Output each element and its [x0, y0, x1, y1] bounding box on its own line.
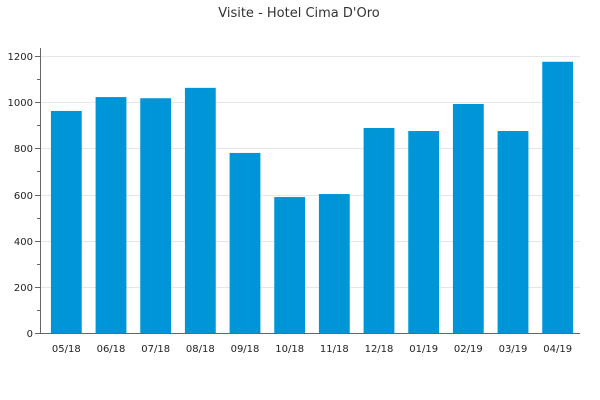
- y-tick-label: 800: [14, 144, 33, 155]
- y-tick-label: 0: [27, 329, 33, 340]
- bar-05-18: [50, 110, 82, 333]
- bar-02-19: [452, 104, 484, 333]
- bar-06-18: [95, 97, 127, 333]
- y-tick-label: 400: [14, 237, 33, 248]
- x-tick-label: 04/19: [543, 344, 572, 355]
- x-tick-label: 08/18: [186, 344, 215, 355]
- x-tick-label: 11/18: [320, 344, 349, 355]
- y-tick-label: 600: [14, 191, 33, 202]
- x-tick-label: 06/18: [97, 344, 126, 355]
- gridlines: [40, 56, 580, 288]
- x-tick-label: 09/18: [231, 344, 260, 355]
- bar-07-18: [140, 98, 172, 334]
- x-tick-label: 12/18: [365, 344, 394, 355]
- x-tick-label: 03/19: [499, 344, 528, 355]
- y-axis-ticks: 0 200 400 600 800 1000 1200: [8, 52, 33, 340]
- x-tick-label: 02/19: [454, 344, 483, 355]
- x-tick-label: 01/19: [409, 344, 438, 355]
- y-tick-label: 1000: [8, 98, 33, 109]
- x-tick-label: 07/18: [141, 344, 170, 355]
- y-tick-label: 1200: [8, 52, 33, 63]
- bar-12-18: [363, 128, 395, 333]
- x-tick-label: 10/18: [275, 344, 304, 355]
- y-tick-label: 200: [14, 283, 33, 294]
- chart-title: Visite - Hotel Cima D'Oro: [218, 6, 380, 21]
- x-axis-ticks: 05/18 06/18 07/18 08/18 09/18 10/18 11/18 12/18…: [52, 344, 572, 355]
- bar-01-19: [408, 131, 440, 333]
- bar-08-18: [184, 87, 216, 333]
- bar-03-19: [497, 131, 529, 333]
- x-tick-label: 05/18: [52, 344, 81, 355]
- bar-09-18: [229, 152, 261, 333]
- bar-11-18: [318, 194, 350, 333]
- bars: [50, 61, 574, 334]
- bar-04-19: [542, 61, 574, 334]
- bar-10-18: [274, 197, 306, 333]
- axes: [35, 48, 580, 334]
